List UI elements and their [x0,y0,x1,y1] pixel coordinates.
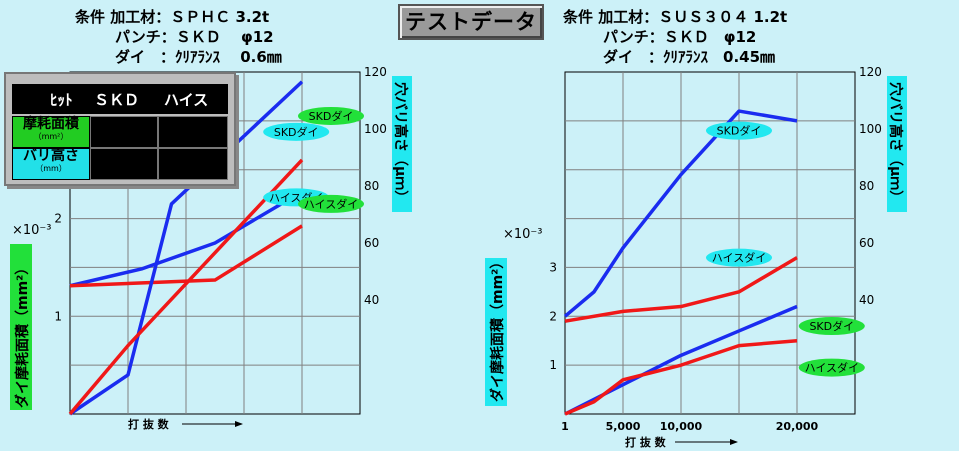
right-xtick-label: 5,000 [606,420,641,433]
left-y-scale-label: ×10⁻³ [12,223,52,238]
legend-header-hit: ﾋｯﾄ [50,91,73,109]
right-y-axis-label: ダイ摩耗面積（mm²） [489,255,506,402]
left-y2-axis-label: 穴バリ高さ（μｍ） [392,82,409,204]
right-y2tick-label: 120 [859,65,882,79]
legend-table: ﾋｯﾄ ＳＫＤ ハイス 摩耗面積 （mm²） バリ高さ （mm） [4,72,236,186]
left-series-label: SKDダイ [274,125,319,139]
right-series-label: ハイスダイ [805,361,859,375]
legend-wear-hss-cell [158,116,228,148]
left-series-label-bg [263,122,330,141]
right-ytick-label: 2 [549,309,557,323]
left-series-label-bg [298,194,364,213]
left-y-axis-label: ダイ摩耗面積（mm²） [14,261,31,408]
legend-row-wear: 摩耗面積 （mm²） [12,116,228,148]
right-y-scale-label: ×10⁻³ [503,227,543,242]
right-condition-1: 条件 加工材：ＳＵＳ３０４ 1.2t [563,8,788,26]
right-series-label: ハイスダイ [712,251,766,265]
left-series-line [69,224,303,288]
legend-wear-label: 摩耗面積 （mm²） [12,116,90,148]
right-y2tick-label: 80 [859,179,874,193]
left-y2tick-label: 80 [364,179,379,193]
right-xtick-label: 20,000 [776,420,819,433]
legend-row-burr: バリ高さ （mm） [12,148,228,180]
right-conditions: 条件 加工材：ＳＵＳ３０４ 1.2t パンチ：ＳＫＤ φ12 ダイ ：ｸﾘｱﾗﾝ… [563,8,787,80]
left-y2label-bg [392,76,412,212]
right-series-line [564,256,798,323]
left-series-label: ハイスダイ [304,197,358,211]
left-series-label: SKDダイ [309,109,354,123]
right-ytick-label: 3 [549,260,557,274]
right-ylabel-bg [485,258,507,406]
right-condition-2: パンチ：ＳＫＤ φ12 [603,28,757,46]
left-condition-1: 条件 加工材：ＳＰＨＣ 3.2t [75,8,270,26]
left-conditions: 条件 加工材：ＳＰＨＣ 3.2t パンチ：ＳＫＤ φ12 ダイ ：ｸﾘｱﾗﾝｽ … [75,8,282,80]
right-y2-axis-label: 穴バリ高さ（μｍ） [887,82,904,204]
left-y2tick-label: 40 [364,293,379,307]
legend-burr-hss-cell [158,148,228,180]
left-ytick-label: 1 [54,309,62,323]
left-ylabel-bg [10,244,32,410]
right-xtick-label: 1 [561,420,569,433]
right-series-label-bg [706,121,772,140]
left-ytick-label: 2 [54,212,62,226]
left-series-label-bg [298,106,364,125]
legend-header-hss: ハイス [164,91,209,109]
right-series-line [564,338,798,416]
left-series-line [69,190,303,288]
left-condition-3: ダイ ：ｸﾘｱﾗﾝｽ 0.6㎜ [115,48,282,66]
right-xtick-label: 10,000 [660,420,703,433]
legend-header-skd: ＳＫＤ [94,91,140,109]
right-y2tick-label: 40 [859,293,874,307]
left-x-axis-label: 打 抜 数 [128,417,170,431]
legend-burr-skd-cell [90,148,158,180]
left-y2tick-label: 120 [364,65,387,79]
right-y2tick-label: 100 [859,122,882,136]
page-title: テストデータ [398,4,544,40]
right-series-label: SKDダイ [717,124,762,138]
right-series-label: SKDダイ [809,319,854,333]
right-series-line [563,109,798,318]
left-y2tick-label: 60 [364,236,379,250]
right-ytick-label: 1 [549,358,557,372]
right-series-label-bg [798,317,865,336]
legend-header: ﾋｯﾄ ＳＫＤ ハイス [12,84,228,114]
right-y2tick-label: 60 [859,236,874,250]
right-x-axis-label: 打 抜 数 [625,435,667,449]
legend-wear-skd-cell [90,116,158,148]
right-series-label-bg [706,248,772,267]
right-condition-3: ダイ ：ｸﾘｱﾗﾝｽ 0.45㎜ [603,48,776,66]
left-series-line [69,80,304,416]
left-y2tick-label: 100 [364,122,387,136]
right-series-label-bg [798,358,865,377]
legend-burr-label: バリ高さ （mm） [12,148,90,180]
right-y2label-bg [887,76,907,212]
left-condition-2: パンチ：ＳＫＤ φ12 [115,28,274,46]
left-series-line [68,158,304,416]
